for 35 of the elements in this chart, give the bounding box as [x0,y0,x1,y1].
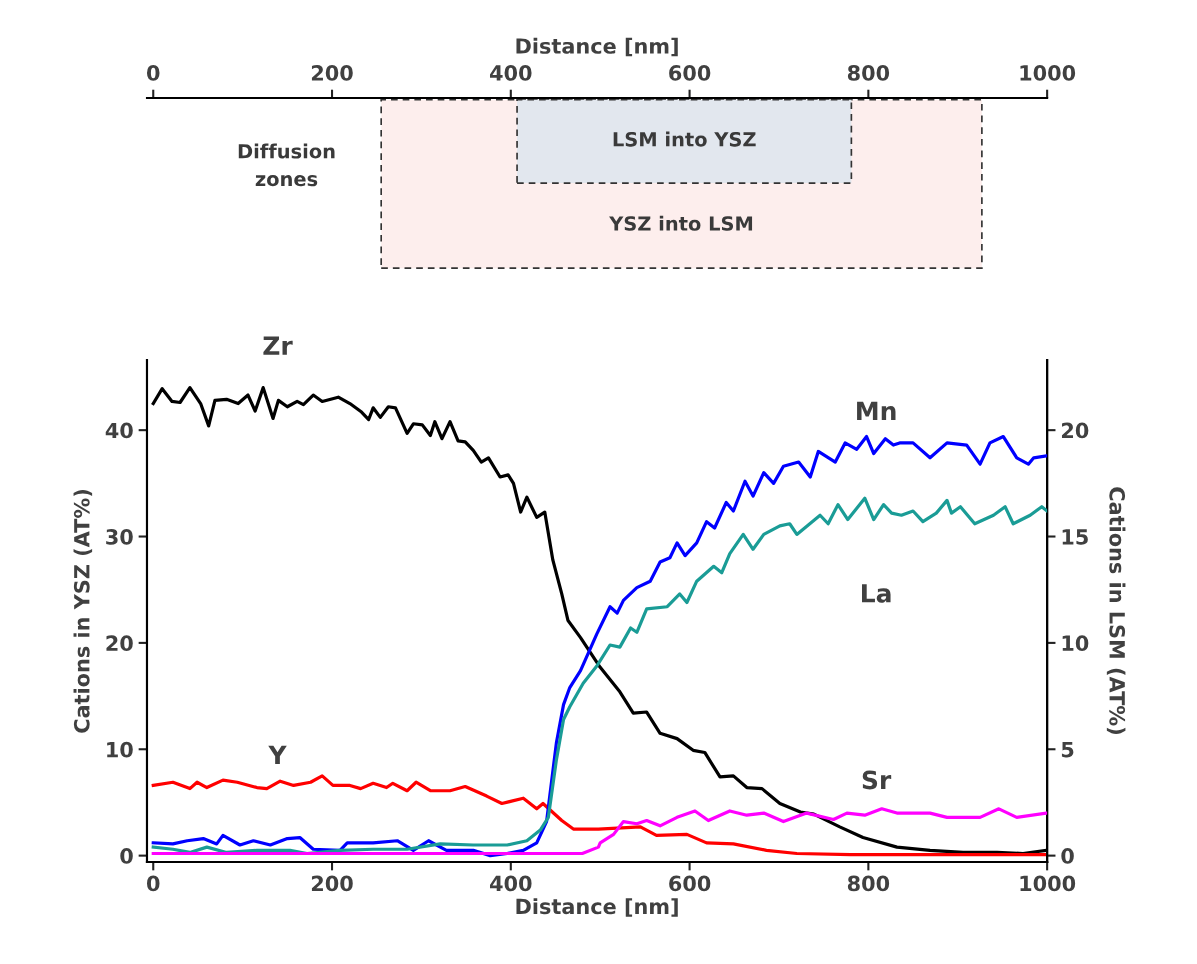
y-axis-title: Cations in YSZ (AT%) [73,489,93,733]
y-tick-label: 10 [107,741,133,758]
x-tick-label: 800 [847,875,890,892]
series-label: Zr [263,336,293,355]
y2-tick-label: 5 [1061,741,1074,758]
x-tick-label: 0 [147,65,160,81]
x-tick-label: 400 [490,65,532,81]
x-tick-label: 200 [311,65,353,81]
x-tick-label: 600 [669,65,711,81]
y-tick-label: LSM into YSZ [613,131,756,147]
y-tick-label: YSZ into LSM [609,215,753,231]
x-axis-title: Distance [nm] [516,37,678,57]
text: La [862,584,891,603]
series-label: Sr [862,770,892,790]
x-tick-label: 1000 [1020,875,1076,892]
y-tick-label: 30 [106,528,133,545]
y-tick-label: 40 [105,422,133,439]
x-axis-title: Distance [nm] [516,898,678,917]
x-tick-label: 400 [490,875,532,892]
y2-axis-title: Cations in LSM (AT%) [1106,487,1126,734]
annotation: Diffusion zones [238,143,335,187]
line-series [151,807,1048,856]
y2-tick-label: 20 [1061,422,1089,439]
x-tick-label: 200 [311,875,353,892]
series-label: Y [268,745,287,764]
y2-tick-label: 15 [1062,529,1088,545]
y-tick-label: 0 [120,848,133,864]
x-tick-label: 0 [147,875,160,892]
series-label: Mn [857,401,896,421]
y2-tick-label: 0 [1061,848,1074,864]
y2-tick-label: 10 [1062,635,1089,652]
x-tick-label: 800 [847,65,890,81]
y-tick-label: 20 [106,635,133,652]
x-tick-label: 1000 [1020,65,1076,81]
x-tick-label: 600 [669,875,711,892]
